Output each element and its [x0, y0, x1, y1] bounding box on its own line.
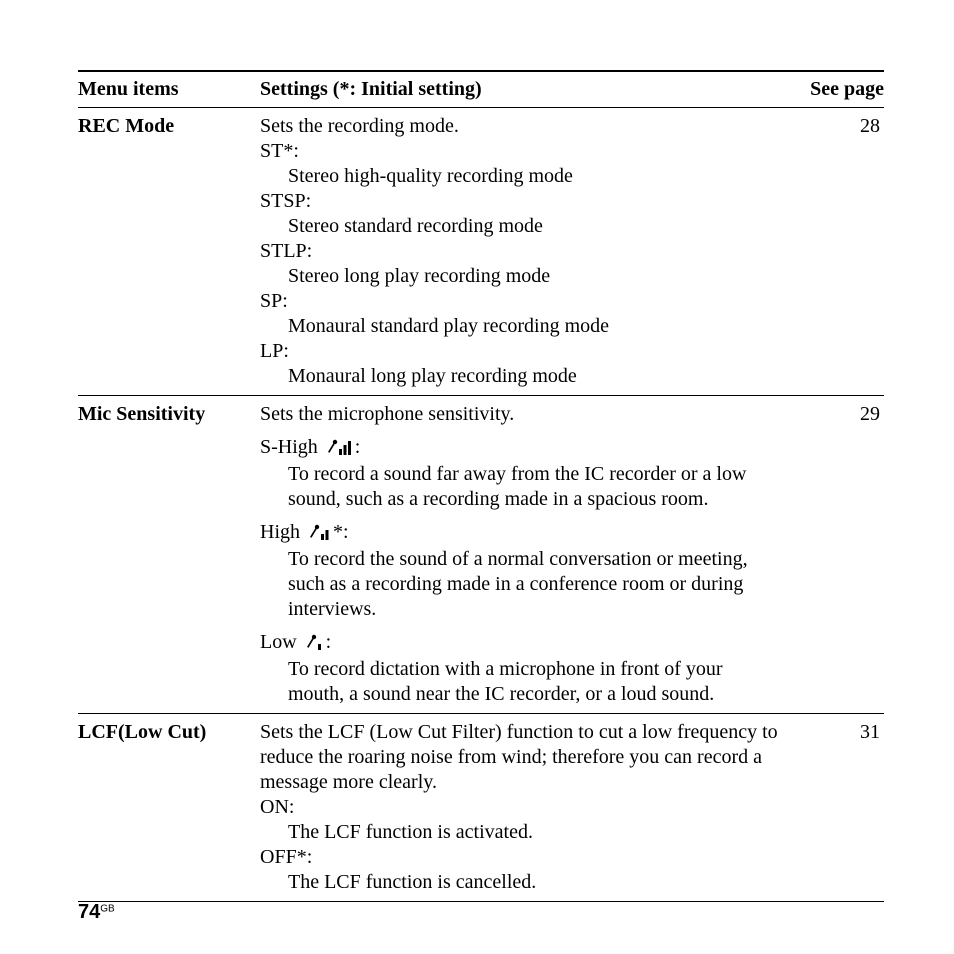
mic-low-label-post: : — [326, 631, 332, 653]
mic-shigh-label-pre: S-High — [260, 436, 323, 458]
mic-shigh-desc: To record a sound far away from the IC r… — [260, 462, 780, 512]
table-row: LCF(Low Cut) Sets the LCF (Low Cut Filte… — [78, 714, 884, 902]
page-lcf: 31 — [784, 714, 884, 902]
header-see-page: See page — [784, 71, 884, 108]
item-mic-sensitivity: Mic Sensitivity — [78, 396, 260, 714]
opt-lp-desc: Monaural long play recording mode — [260, 364, 780, 389]
lcf-off-label: OFF*: — [260, 846, 312, 868]
opt-sp-label: SP: — [260, 290, 288, 312]
lcf-intro: Sets the LCF (Low Cut Filter) function t… — [260, 721, 778, 793]
page-footer: 74GB — [78, 901, 115, 924]
mic-high-desc: To record the sound of a normal conversa… — [260, 547, 780, 622]
opt-stlp-label: STLP: — [260, 240, 312, 262]
opt-stsp-desc: Stereo standard recording mode — [260, 214, 780, 239]
page-rec-mode: 28 — [784, 108, 884, 396]
opt-st-label: ST*: — [260, 140, 299, 162]
mic-low-desc: To record dictation with a microphone in… — [260, 657, 780, 707]
opt-sp-desc: Monaural standard play recording mode — [260, 314, 780, 339]
mic-high-label-pre: High — [260, 521, 305, 543]
lcf-off-desc: The LCF function is cancelled. — [260, 870, 780, 895]
header-settings: Settings (*: Initial setting) — [260, 71, 784, 108]
menu-settings-table: Menu items Settings (*: Initial setting)… — [78, 70, 884, 902]
mic-high-icon — [327, 437, 353, 462]
table-row: REC Mode Sets the recording mode. ST*: S… — [78, 108, 884, 396]
page-mic: 29 — [784, 396, 884, 714]
settings-mic-sensitivity: Sets the microphone sensitivity. S-High … — [260, 396, 784, 714]
mic-intro: Sets the microphone sensitivity. — [260, 403, 514, 425]
opt-stlp-desc: Stereo long play recording mode — [260, 264, 780, 289]
table-row: Mic Sensitivity Sets the microphone sens… — [78, 396, 884, 714]
mic-low-label-pre: Low — [260, 631, 302, 653]
header-menu-items: Menu items — [78, 71, 260, 108]
page-lang: GB — [100, 904, 114, 915]
page-number: 74 — [78, 901, 100, 923]
mic-low-icon — [306, 632, 324, 657]
opt-stsp-label: STSP: — [260, 190, 311, 212]
manual-page: Menu items Settings (*: Initial setting)… — [0, 0, 954, 954]
mic-shigh-label-post: : — [355, 436, 361, 458]
item-rec-mode: REC Mode — [78, 108, 260, 396]
opt-st-desc: Stereo high-quality recording mode — [260, 164, 780, 189]
opt-lp-label: LP: — [260, 340, 289, 362]
mic-med-icon — [309, 522, 331, 547]
mic-high-label-post: *: — [333, 521, 349, 543]
rec-mode-intro: Sets the recording mode. — [260, 115, 459, 137]
table-header-row: Menu items Settings (*: Initial setting)… — [78, 71, 884, 108]
settings-lcf: Sets the LCF (Low Cut Filter) function t… — [260, 714, 784, 902]
lcf-on-desc: The LCF function is activated. — [260, 820, 780, 845]
item-lcf: LCF(Low Cut) — [78, 714, 260, 902]
lcf-on-label: ON: — [260, 796, 294, 818]
settings-rec-mode: Sets the recording mode. ST*: Stereo hig… — [260, 108, 784, 396]
